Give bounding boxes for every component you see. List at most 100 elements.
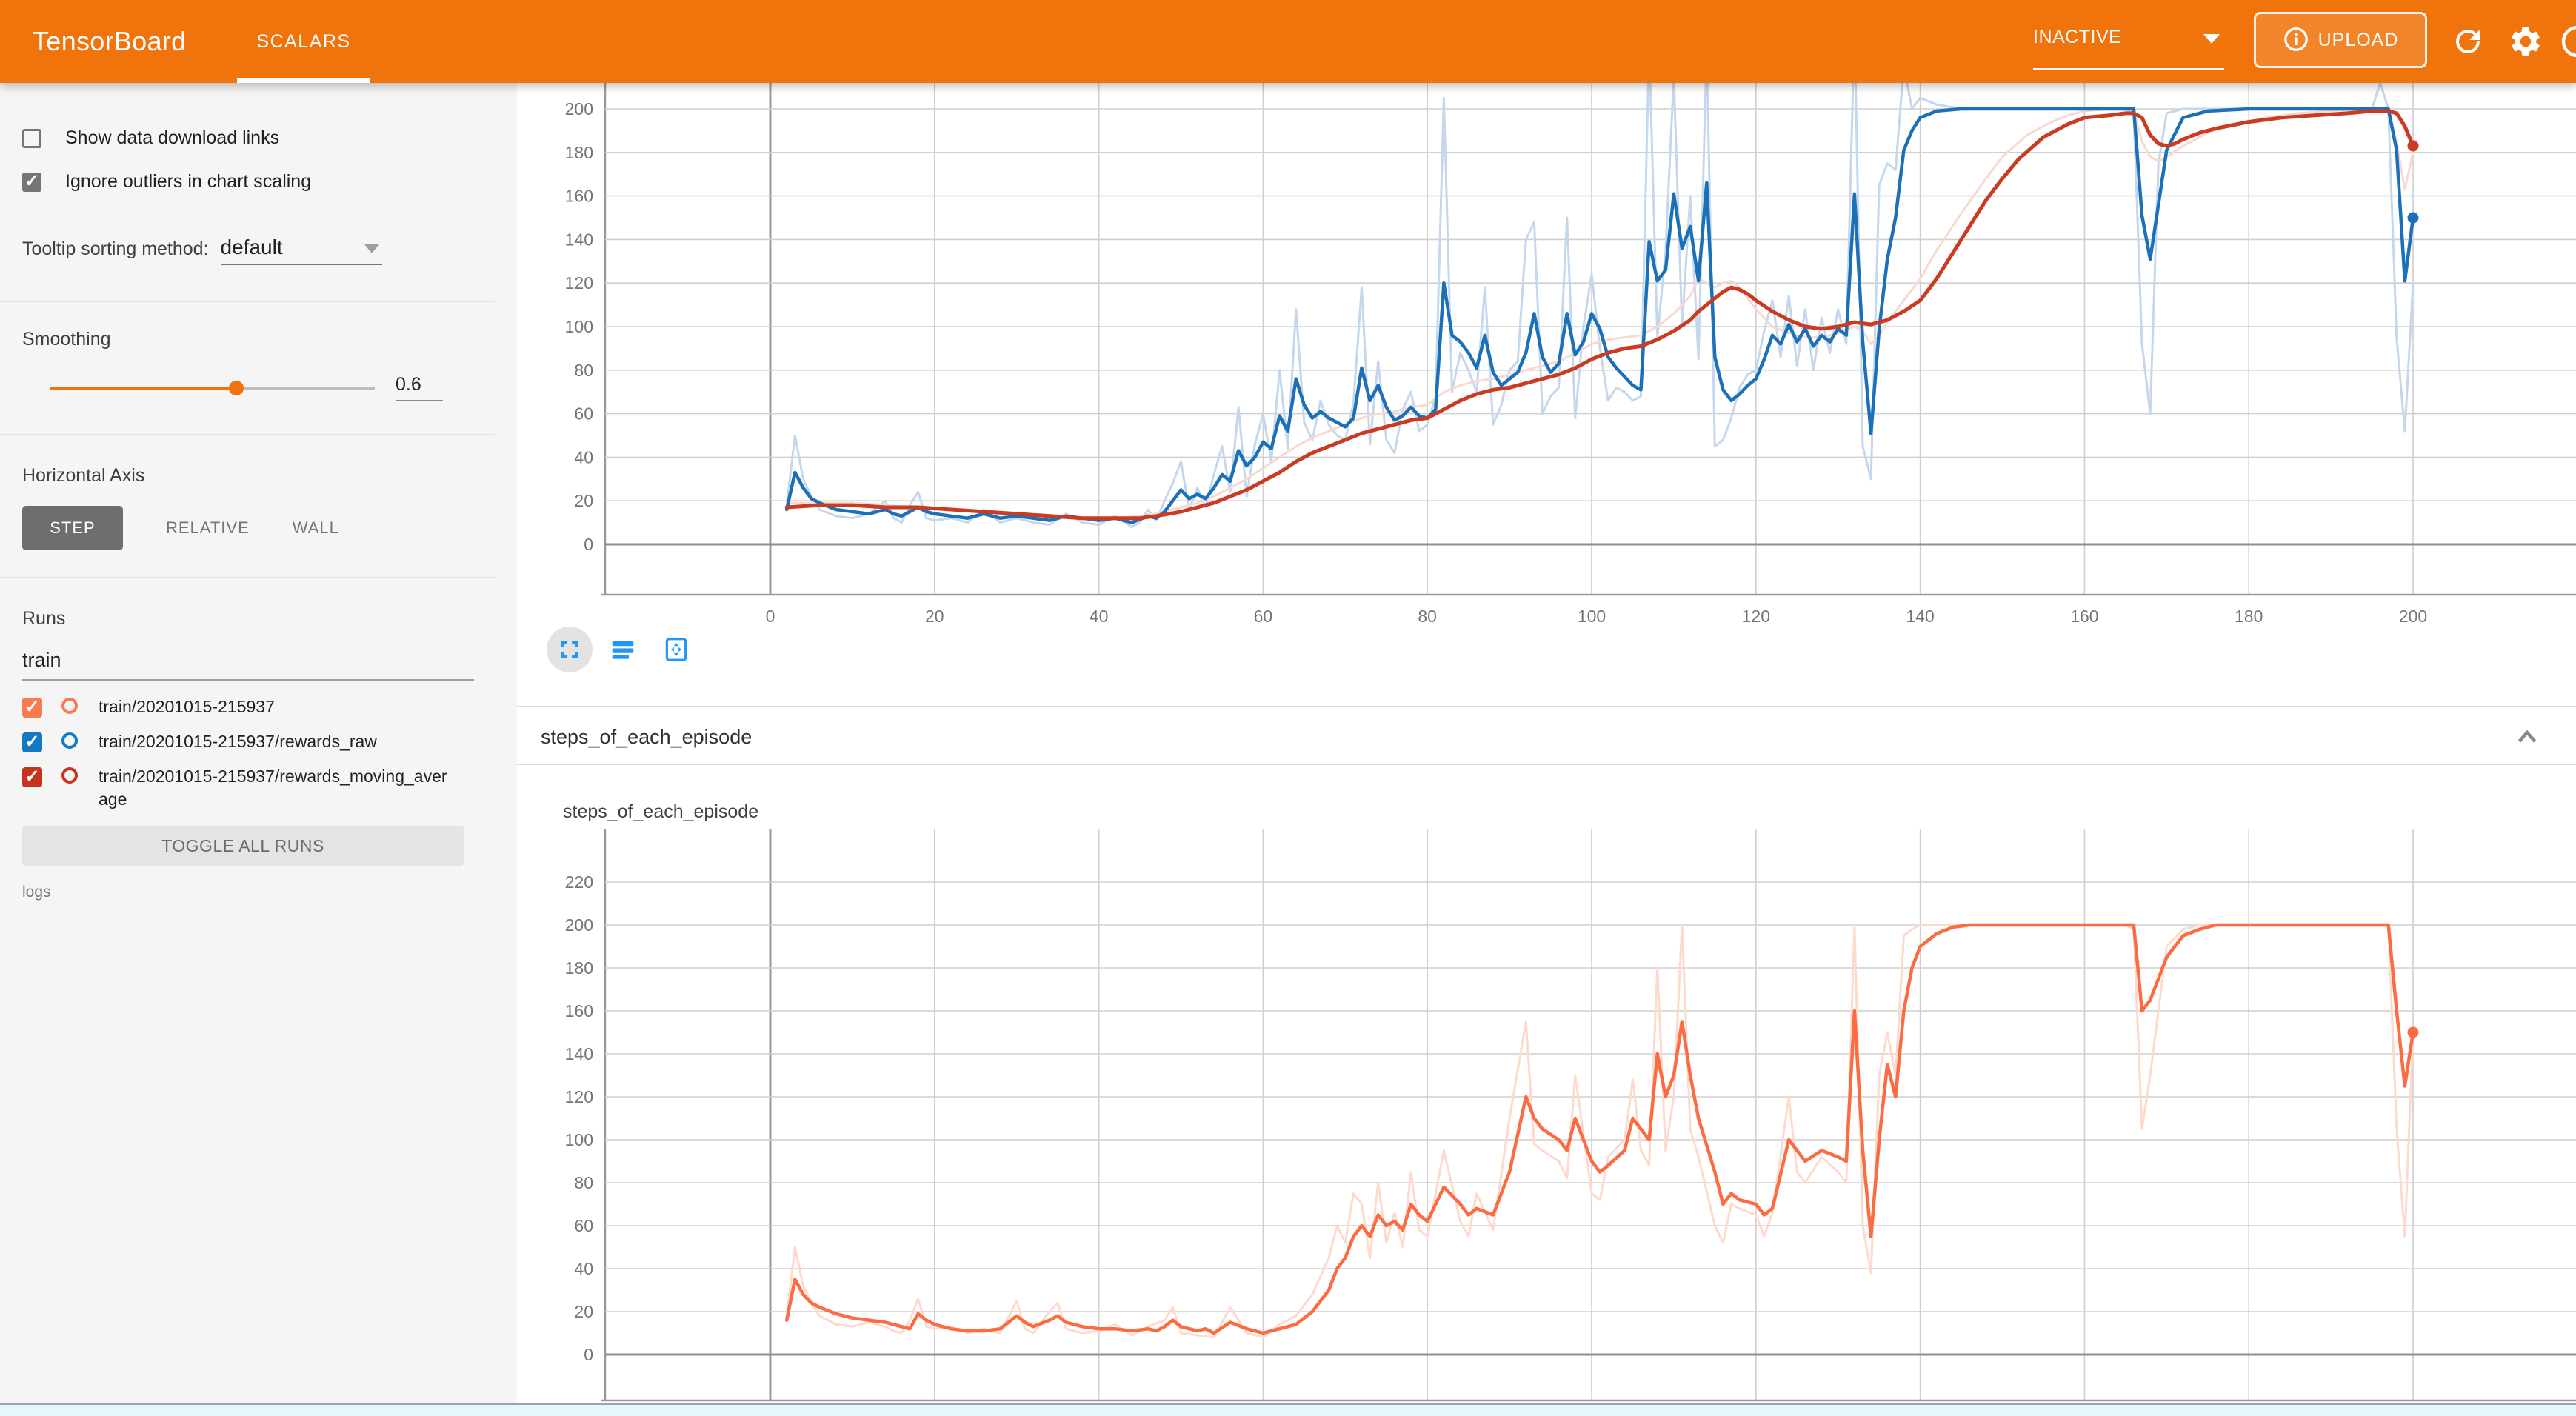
ignore-outliers-checkbox[interactable]: ✓ xyxy=(22,170,41,192)
smoothing-slider-knob[interactable] xyxy=(229,380,244,395)
check-icon: ✓ xyxy=(24,732,40,752)
axis-mode-relative-button[interactable]: RELATIVE xyxy=(166,518,250,537)
chart-bottom-svg: 0 20 40 60 80 100 120 140 160 180 200 220 xyxy=(565,829,2576,1402)
horizontal-axis-label: Horizontal Axis xyxy=(22,465,145,486)
check-icon: ✓ xyxy=(24,170,40,191)
tooltip-sorting-dropdown[interactable]: default xyxy=(220,233,382,265)
show-download-links-label: Show data download links xyxy=(65,127,280,148)
help-icon[interactable] xyxy=(2560,24,2576,59)
series-steps_raw xyxy=(785,924,2415,1339)
y-tick-label: 180 xyxy=(565,958,593,978)
series-steps_smoothed xyxy=(784,923,2415,1335)
ignore-outliers-row[interactable]: ✓ Ignore outliers in chart scaling xyxy=(22,171,517,193)
log-scale-icon[interactable] xyxy=(600,627,646,672)
run-color-circle[interactable] xyxy=(61,698,78,714)
run-checkbox[interactable]: ✓ xyxy=(22,767,42,787)
y-tick-label: 180 xyxy=(565,143,593,162)
status-dropdown[interactable]: INACTIVE xyxy=(2033,21,2224,70)
run-row-1[interactable]: ✓ train/20201015-215937/rewards_raw xyxy=(22,730,517,753)
x-tick-label: 180 xyxy=(2235,607,2263,626)
settings-gear-icon[interactable] xyxy=(2508,24,2543,59)
chevron-down-icon xyxy=(2203,34,2220,44)
show-download-links-row[interactable]: Show data download links xyxy=(22,127,517,149)
x-tick-label: 60 xyxy=(1254,607,1273,626)
app-header: TensorBoard SCALARS INACTIVE UPLOAD xyxy=(0,0,2576,83)
rewards-chart[interactable]: 0 20 40 60 80 100 120 140 160 180 200 0 20 40 60 80 100 1… xyxy=(480,24,2576,635)
smoothing-label: Smoothing xyxy=(22,329,111,350)
sidebar: Show data download links ✓ Ignore outlie… xyxy=(0,83,517,1405)
run-label: train/20201015-215937/rewards_raw xyxy=(99,732,377,751)
y-tick-label: 60 xyxy=(574,1216,593,1235)
smoothing-slider[interactable] xyxy=(50,380,375,395)
y-tick-label: 0 xyxy=(584,1345,593,1364)
y-tick-label: 100 xyxy=(565,1130,593,1149)
axis-mode-wall-button[interactable]: WALL xyxy=(292,518,339,537)
run-row-2[interactable]: ✓ train/20201015-215937/rewards_moving_av… xyxy=(22,765,517,811)
check-icon: ✓ xyxy=(24,767,40,787)
chart-top-svg: 0 20 40 60 80 100 120 140 160 180 200 0 20 40 60 80 100 1… xyxy=(565,24,2576,626)
run-color-circle[interactable] xyxy=(61,732,78,749)
upload-button[interactable]: UPLOAD xyxy=(2254,12,2427,68)
tooltip-sorting-value: default xyxy=(220,236,283,258)
steps-chart[interactable]: 0 20 40 60 80 100 120 140 160 180 200 220 xyxy=(480,829,2576,1406)
status-dropdown-underline xyxy=(2033,68,2224,70)
show-download-links-checkbox[interactable] xyxy=(22,128,41,148)
endpoint-dot xyxy=(2407,140,2419,152)
y-tick-label: 140 xyxy=(565,1044,593,1063)
chevron-down-icon xyxy=(364,244,379,253)
section-title: steps_of_each_episode xyxy=(541,726,753,748)
series-rewards_raw_smoothed xyxy=(784,107,2415,524)
fit-domain-icon[interactable] xyxy=(653,627,699,672)
bottom-strip xyxy=(0,1403,2576,1416)
y-tick-label: 140 xyxy=(565,230,593,249)
y-tick-label: 120 xyxy=(565,1087,593,1106)
y-tick-label: 20 xyxy=(574,491,593,510)
steps-chart-title: steps_of_each_episode xyxy=(563,801,759,822)
smoothing-value-input[interactable] xyxy=(396,374,443,401)
collapse-chevron-icon[interactable] xyxy=(2514,724,2540,750)
axis-mode-step-button[interactable]: STEP xyxy=(22,506,123,550)
y-tick-label: 40 xyxy=(574,1259,593,1278)
app-title: TensorBoard xyxy=(33,26,187,56)
x-tick-label: 0 xyxy=(766,607,775,626)
tab-active-indicator xyxy=(237,78,370,83)
steps-chart-card xyxy=(517,765,2576,1403)
run-row-0[interactable]: ✓ train/20201015-215937 xyxy=(22,695,517,718)
x-tick-label: 20 xyxy=(925,607,944,626)
y-tick-label: 40 xyxy=(574,447,593,467)
check-icon: ✓ xyxy=(24,697,40,717)
sidebar-divider xyxy=(0,301,495,302)
y-tick-label: 80 xyxy=(574,361,593,380)
x-tick-label: 140 xyxy=(1906,607,1934,626)
x-tick-label: 200 xyxy=(2399,607,2427,626)
runs-label: Runs xyxy=(22,608,66,629)
series-rewards_moving_average_smoothed xyxy=(784,109,2415,521)
y-tick-label: 20 xyxy=(574,1302,593,1321)
run-checkbox[interactable]: ✓ xyxy=(22,697,42,718)
section-header[interactable]: steps_of_each_episode xyxy=(517,706,2576,765)
endpoint-dot xyxy=(2407,1026,2419,1038)
y-tick-label: 160 xyxy=(565,187,593,206)
ignore-outliers-label: Ignore outliers in chart scaling xyxy=(65,171,312,192)
y-tick-label: 100 xyxy=(565,317,593,336)
run-checkbox[interactable]: ✓ xyxy=(22,732,42,752)
series-rewards_raw xyxy=(785,24,2415,528)
chart-toolbar xyxy=(547,627,699,672)
toggle-all-runs-button[interactable]: TOGGLE ALL RUNS xyxy=(22,826,464,866)
y-tick-label: 200 xyxy=(565,99,593,118)
y-tick-label: 220 xyxy=(565,872,593,892)
x-tick-label: 100 xyxy=(1578,607,1606,626)
run-label: train/20201015-215937/rewards_moving_ave… xyxy=(99,767,447,809)
run-label: train/20201015-215937 xyxy=(99,697,275,716)
run-color-circle[interactable] xyxy=(61,767,78,784)
sidebar-divider xyxy=(0,577,495,578)
rewards-chart-card xyxy=(517,83,2576,705)
status-dropdown-value: INACTIVE xyxy=(2033,27,2122,47)
expand-icon[interactable] xyxy=(547,627,593,672)
endpoint-dot xyxy=(2407,212,2419,224)
refresh-icon[interactable] xyxy=(2450,24,2486,59)
y-tick-label: 160 xyxy=(565,1001,593,1021)
runs-filter-input[interactable] xyxy=(22,649,474,681)
tab-scalars[interactable]: SCALARS xyxy=(236,0,372,83)
